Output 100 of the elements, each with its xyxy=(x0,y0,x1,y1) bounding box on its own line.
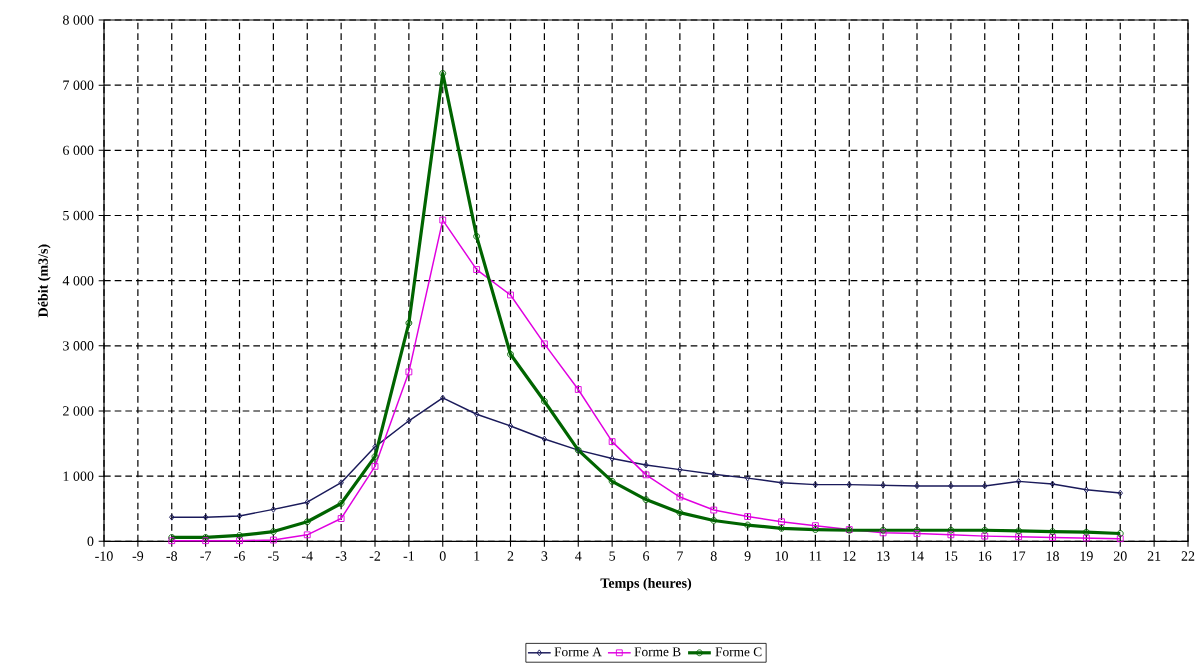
x-tick-label: -10 xyxy=(95,551,113,561)
point xyxy=(303,531,311,539)
y-tick-label: 1 000 xyxy=(63,471,94,482)
point xyxy=(811,522,819,530)
point xyxy=(473,411,480,418)
point xyxy=(609,455,615,463)
point xyxy=(540,397,548,405)
point xyxy=(202,537,210,545)
point xyxy=(303,518,311,526)
point xyxy=(1015,527,1023,535)
x-tick-label: 17 xyxy=(1012,551,1026,561)
point xyxy=(676,509,684,517)
point xyxy=(1082,528,1090,536)
y-tick-label: 2 000 xyxy=(63,406,94,416)
point xyxy=(168,534,176,541)
point xyxy=(677,466,683,474)
x-tick-label: 12 xyxy=(843,551,856,561)
point xyxy=(642,496,650,504)
point xyxy=(236,537,243,545)
point xyxy=(473,233,481,240)
y-tick-label: 3 000 xyxy=(63,341,94,351)
x-tick-label: -7 xyxy=(200,551,212,561)
y-tick-label: 0 xyxy=(87,536,94,547)
x-tick-label: -3 xyxy=(335,551,347,561)
x-tick-label: -1 xyxy=(403,551,414,561)
point xyxy=(913,527,921,534)
point xyxy=(236,512,243,520)
x-tick-label: 8 xyxy=(710,551,717,561)
point xyxy=(608,438,616,446)
point xyxy=(338,479,344,487)
point xyxy=(1117,489,1123,497)
y-tick-label: 4 000 xyxy=(62,276,94,286)
x-axis-title: Temps (heures) xyxy=(600,578,692,591)
point xyxy=(574,386,582,394)
x-tick-label: -8 xyxy=(166,551,178,561)
point xyxy=(541,435,548,443)
point xyxy=(643,461,649,469)
point xyxy=(439,216,447,224)
point xyxy=(269,528,277,536)
point xyxy=(337,515,345,523)
x-tick-label: 2 xyxy=(507,551,514,561)
point xyxy=(1083,486,1090,494)
x-tick-label: 15 xyxy=(945,551,958,561)
point xyxy=(507,422,514,430)
point xyxy=(507,351,514,358)
x-tick-label: 5 xyxy=(609,551,616,561)
y-tick-label: 6 000 xyxy=(63,145,94,156)
x-tick-label: 9 xyxy=(744,551,751,561)
x-tick-label: -9 xyxy=(132,551,144,561)
point xyxy=(947,531,955,539)
point xyxy=(676,493,684,501)
point xyxy=(1049,528,1056,536)
x-tick-label: 16 xyxy=(978,551,992,561)
x-tick-label: 11 xyxy=(809,551,822,561)
point xyxy=(778,525,785,532)
x-tick-label: 0 xyxy=(439,551,446,561)
point xyxy=(1049,480,1056,488)
x-tick-label: 14 xyxy=(911,551,924,561)
point xyxy=(947,527,955,534)
point xyxy=(981,532,989,540)
point xyxy=(202,513,209,521)
x-tick-label: 18 xyxy=(1046,551,1059,561)
legend-label: Forme C xyxy=(715,647,762,657)
y-tick-label: 7 000 xyxy=(63,80,94,91)
point xyxy=(778,479,785,487)
point xyxy=(372,443,378,451)
point xyxy=(642,471,650,479)
x-tick-label: 6 xyxy=(643,551,650,561)
point xyxy=(1015,478,1022,485)
x-tick-label: 13 xyxy=(877,551,890,561)
x-tick-label: 19 xyxy=(1080,551,1093,561)
point xyxy=(812,481,819,489)
legend-label: Forme A xyxy=(554,647,602,657)
point xyxy=(440,394,446,402)
x-tick-label: -2 xyxy=(369,551,381,561)
point xyxy=(270,506,277,513)
point xyxy=(608,478,616,485)
point xyxy=(1082,534,1090,542)
point xyxy=(744,474,751,482)
point xyxy=(744,513,752,521)
x-tick-label: -6 xyxy=(234,551,245,561)
x-tick-label: 7 xyxy=(677,551,683,561)
point xyxy=(711,470,717,478)
x-tick-label: 22 xyxy=(1181,551,1195,561)
point xyxy=(811,526,819,534)
x-tick-label: 4 xyxy=(575,551,582,561)
point xyxy=(710,506,718,514)
point xyxy=(304,498,310,506)
point xyxy=(269,536,277,544)
point xyxy=(405,368,413,376)
point xyxy=(540,340,548,348)
point xyxy=(710,517,718,525)
point xyxy=(371,463,379,470)
point xyxy=(744,521,752,529)
x-tick-label: 10 xyxy=(775,551,788,561)
x-tick-label: 1 xyxy=(474,551,480,561)
point xyxy=(1116,535,1124,543)
x-tick-label: 20 xyxy=(1113,551,1127,561)
y-tick-label: 5 000 xyxy=(63,210,94,221)
point xyxy=(202,534,210,541)
